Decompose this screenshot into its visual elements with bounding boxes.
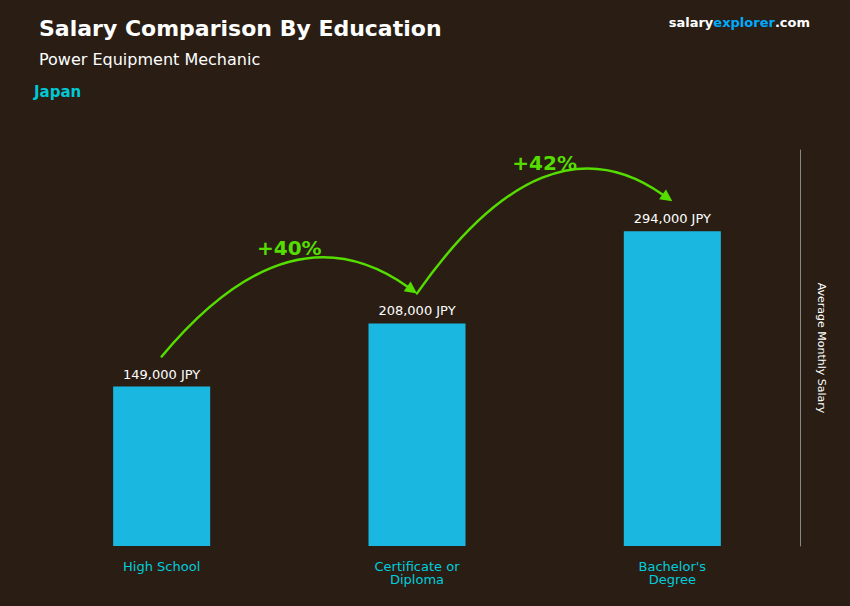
svg-text:High School: High School	[123, 559, 200, 574]
svg-text:Salary Comparison By Education: Salary Comparison By Education	[39, 16, 442, 41]
svg-text:salary: salary	[669, 15, 714, 30]
svg-text:Power Equipment Mechanic: Power Equipment Mechanic	[39, 50, 260, 69]
svg-text:+40%: +40%	[257, 236, 322, 260]
svg-text:+42%: +42%	[512, 151, 577, 175]
svg-text:Bachelor's: Bachelor's	[638, 559, 707, 574]
svg-text:.com: .com	[775, 15, 810, 30]
svg-text:Japan: Japan	[33, 83, 81, 101]
svg-text:149,000 JPY: 149,000 JPY	[123, 367, 200, 382]
svg-text:explorer: explorer	[713, 15, 775, 30]
svg-text:Diploma: Diploma	[390, 572, 444, 587]
svg-text:294,000 JPY: 294,000 JPY	[634, 211, 711, 226]
svg-text:Degree: Degree	[649, 572, 696, 587]
svg-text:208,000 JPY: 208,000 JPY	[378, 303, 455, 318]
svg-text:Average Monthly Salary: Average Monthly Salary	[815, 283, 828, 414]
svg-text:Certificate or: Certificate or	[374, 559, 460, 574]
